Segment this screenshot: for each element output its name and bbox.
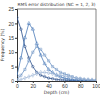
marker	[59, 79, 62, 81]
marker	[55, 78, 58, 81]
marker	[43, 62, 46, 65]
marker	[43, 70, 45, 74]
title: RMS error distribution (NC = 1, 2, 3)	[18, 2, 96, 7]
tick-label: 10	[8, 49, 14, 55]
marker	[51, 77, 54, 80]
tick-label: 80	[78, 83, 84, 89]
y-axis-title: Frequency (%)	[0, 29, 5, 62]
tick: 0	[11, 78, 17, 84]
x-axis-title: Depth (cm)	[44, 90, 70, 95]
marker	[55, 68, 57, 70]
marker	[36, 72, 38, 76]
marker	[83, 77, 85, 81]
marker	[24, 76, 26, 80]
tick: 80	[78, 81, 84, 89]
marker	[28, 75, 30, 79]
tick-mark	[15, 9, 17, 10]
marker	[47, 60, 49, 62]
tick-label: 5	[11, 64, 14, 70]
x-axis-line	[18, 82, 97, 84]
tick-mark	[15, 67, 17, 68]
marker	[51, 65, 53, 67]
marker	[17, 16, 18, 19]
marker	[47, 71, 49, 75]
chart: 0 20 40 60 80 100 0 5 10 15 20 25 RMS error distribu…	[0, 0, 100, 96]
series-group	[17, 16, 96, 81]
marker	[19, 56, 22, 59]
tick: 15	[8, 35, 17, 41]
marker	[44, 54, 46, 56]
marker	[23, 36, 26, 39]
marker	[87, 77, 89, 81]
tick: 5	[11, 64, 17, 70]
frame	[96, 9, 97, 81]
marker	[91, 78, 93, 81]
x-axis: 0 20 40 60 80 100	[16, 81, 100, 89]
tick: 60	[62, 81, 68, 89]
marker	[51, 72, 53, 76]
frame	[17, 9, 96, 10]
marker	[63, 74, 65, 78]
marker	[43, 75, 46, 78]
marker	[75, 76, 77, 80]
marker	[39, 70, 41, 74]
marker	[20, 28, 23, 31]
marker	[39, 53, 42, 56]
marker	[67, 75, 69, 79]
marker	[32, 51, 34, 53]
tick-label: 0	[16, 83, 19, 89]
tick-label: 20	[8, 21, 14, 27]
marker	[32, 73, 34, 77]
tick-label: 40	[46, 83, 52, 89]
marker	[24, 45, 27, 48]
series-line	[17, 72, 96, 81]
marker	[55, 73, 57, 77]
tick: 25	[8, 6, 17, 12]
marker	[95, 78, 96, 81]
marker	[20, 77, 22, 81]
tick: 20	[31, 81, 37, 89]
tick: 40	[46, 81, 52, 89]
marker	[36, 45, 38, 47]
tick-mark	[15, 52, 17, 53]
series-line	[17, 46, 96, 80]
marker	[47, 68, 50, 71]
marker	[17, 73, 19, 76]
marker	[17, 79, 18, 81]
tick-mark	[15, 23, 17, 24]
marker	[40, 48, 42, 50]
marker	[71, 75, 73, 79]
tick-label: 20	[31, 83, 37, 89]
y-axis: 0 5 10 15 20 25	[8, 6, 17, 84]
marker	[35, 42, 38, 45]
marker	[24, 68, 26, 70]
tick-label: 15	[8, 35, 14, 41]
y-axis-line	[15, 10, 18, 82]
marker	[32, 65, 35, 68]
tick: 20	[8, 21, 17, 27]
tick: 10	[8, 49, 17, 55]
series-line	[17, 23, 96, 81]
tick: 0	[16, 81, 19, 89]
tick-mark	[15, 38, 17, 39]
marker	[28, 60, 30, 62]
tick-label: 25	[8, 6, 14, 12]
marker	[59, 73, 61, 77]
marker	[79, 77, 81, 81]
marker	[47, 77, 50, 80]
series-line	[17, 18, 96, 81]
tick-label: 60	[62, 83, 68, 89]
marker	[20, 74, 22, 76]
tick-label: 0	[11, 78, 14, 84]
marker	[27, 21, 30, 24]
marker	[31, 27, 34, 30]
tick: 100	[92, 81, 100, 89]
tick-label: 100	[92, 83, 100, 89]
plot-area: 0 20 40 60 80 100 0 5 10 15 20 25	[8, 6, 100, 88]
tick-mark	[15, 81, 17, 82]
